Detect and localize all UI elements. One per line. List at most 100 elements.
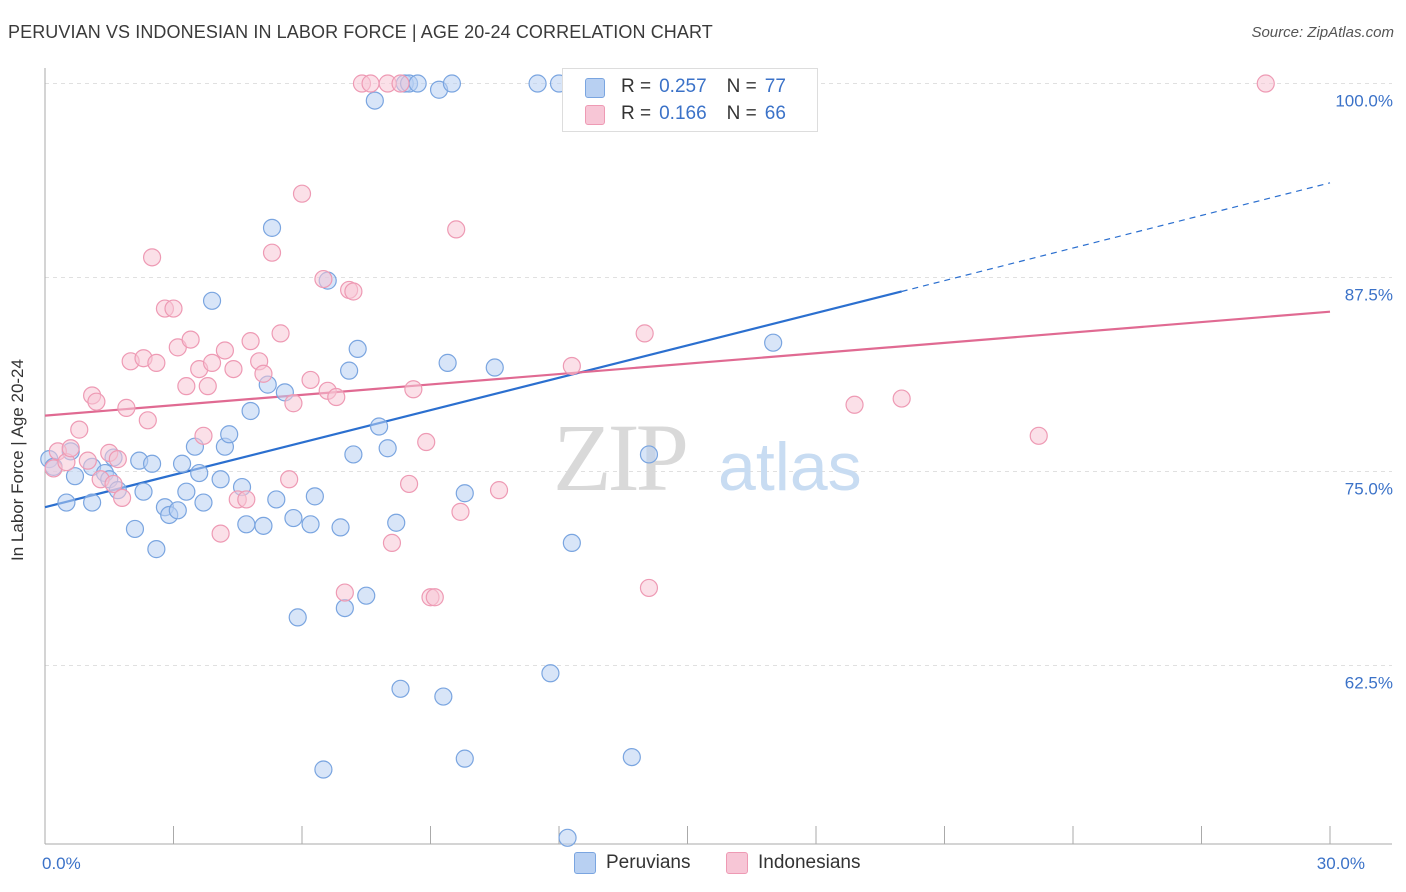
peruvian-point	[340, 361, 359, 380]
peruvian-point	[267, 490, 286, 509]
peruvian-point	[237, 515, 256, 534]
bottom-legend-label-indonesians: Indonesians	[758, 852, 861, 873]
indonesian-point	[138, 411, 157, 430]
indonesian-point	[447, 220, 466, 239]
indonesian-point	[327, 387, 346, 407]
indonesian-point	[404, 380, 423, 399]
legend-n-label: N =	[726, 103, 757, 124]
peruvian-point	[211, 470, 230, 489]
indonesian-point	[108, 450, 127, 469]
indonesian-point	[292, 184, 312, 203]
peruvian-point	[434, 687, 453, 706]
bottom-legend-label-peruvians: Peruvians	[606, 852, 691, 873]
indonesian-point	[61, 439, 80, 458]
indonesian-point	[344, 282, 363, 301]
indonesian-point	[164, 299, 183, 318]
bottom-legend-peruvians: Peruvians	[574, 852, 691, 874]
peruvian-point	[220, 425, 239, 444]
peruvian-point	[241, 401, 260, 421]
indonesian-point	[562, 356, 581, 376]
peruvian-point	[194, 493, 213, 512]
peruvian-point	[142, 454, 162, 473]
peruvian-point	[125, 519, 145, 539]
indonesian-point	[147, 353, 166, 372]
indonesian-point	[142, 248, 162, 267]
indonesian-point	[104, 474, 123, 494]
indonesian-point	[254, 364, 273, 383]
legend-n-value: 77	[764, 76, 786, 97]
bottom-legend-swatch-indonesians	[726, 852, 748, 874]
peruvian-point	[202, 291, 222, 310]
peruvian-point	[562, 533, 581, 553]
peruvian-point	[168, 501, 187, 520]
peruvian-point	[177, 482, 196, 501]
indonesian-point	[237, 490, 256, 509]
indonesian-point	[211, 524, 230, 543]
chart-title: PERUVIAN VS INDONESIAN IN LABOR FORCE | …	[8, 22, 713, 42]
peruvian-point	[378, 439, 397, 458]
indonesian-point	[301, 370, 320, 390]
indonesian-point	[489, 481, 509, 500]
trend-lines	[44, 182, 1331, 509]
peruvian-point	[348, 339, 367, 359]
peruvian-point	[485, 358, 504, 377]
peruvian-point	[147, 540, 166, 559]
watermark-zip: ZIP	[553, 404, 686, 511]
peruvian-point	[455, 484, 474, 503]
peruvian-point	[408, 74, 427, 93]
peruvian-point	[455, 749, 474, 768]
legend-r-value: 0.257	[659, 76, 707, 97]
peruvian-point	[57, 493, 76, 512]
legend: R = 0.257 N = 77 R = 0.166 N = 66	[562, 68, 818, 132]
indonesian-point	[78, 451, 97, 470]
indonesian-point	[202, 353, 222, 372]
peruvian-point	[438, 353, 457, 372]
bottom-legend-indonesians: Indonesians	[726, 852, 860, 874]
peruvians-trend-line	[44, 290, 902, 509]
peruvian-point	[622, 747, 641, 767]
indonesian-point	[335, 583, 354, 602]
x-tick-label: 0.0%	[42, 854, 81, 873]
indonesian-point	[224, 359, 243, 379]
y-tick-label: 87.5%	[1345, 286, 1393, 305]
data-points	[40, 74, 1275, 847]
indonesian-point	[845, 395, 864, 414]
indonesian-point	[194, 426, 213, 445]
y-axis-label: In Labor Force | Age 20-24	[8, 359, 27, 561]
peruvian-point	[288, 608, 307, 627]
indonesian-point	[112, 488, 132, 508]
indonesian-point	[181, 330, 200, 349]
peruvian-point	[331, 518, 350, 537]
legend-row-peruvians: R = 0.257 N = 77	[585, 74, 786, 100]
peruvian-point	[190, 463, 209, 483]
y-tick-label: 62.5%	[1345, 674, 1393, 693]
peruvian-point	[254, 516, 273, 535]
peruvian-point	[541, 664, 560, 683]
indonesian-point	[198, 377, 217, 396]
legend-swatch-indonesians	[585, 105, 605, 125]
peruvian-point	[357, 586, 376, 605]
peruvian-point	[314, 760, 333, 779]
indonesian-point	[361, 74, 380, 93]
indonesian-point	[451, 502, 470, 521]
indonesian-point	[382, 533, 402, 553]
indonesians-trend-line	[44, 310, 1331, 417]
peruvian-point	[558, 828, 577, 847]
peruvian-point	[370, 417, 389, 436]
peruvian-point	[262, 218, 282, 237]
indonesian-point	[177, 377, 196, 396]
tick-labels: 100.0% 87.5% 75.0% 62.5% 0.0% 30.0%	[42, 92, 1393, 873]
legend-r-label: R =	[621, 103, 652, 124]
peruvian-point	[305, 487, 324, 506]
peruvian-point	[528, 74, 547, 93]
chart-source: Source: ZipAtlas.com	[1251, 24, 1394, 41]
peruvian-point	[391, 679, 410, 698]
peruvian-point	[134, 482, 153, 501]
watermark-atlas: atlas	[718, 429, 862, 505]
indonesian-point	[280, 470, 299, 489]
legend-row-indonesians: R = 0.166 N = 66	[585, 101, 786, 127]
indonesian-point	[117, 398, 136, 417]
peruvian-point	[344, 445, 363, 464]
bottom-legend-swatch-peruvians	[574, 852, 596, 874]
